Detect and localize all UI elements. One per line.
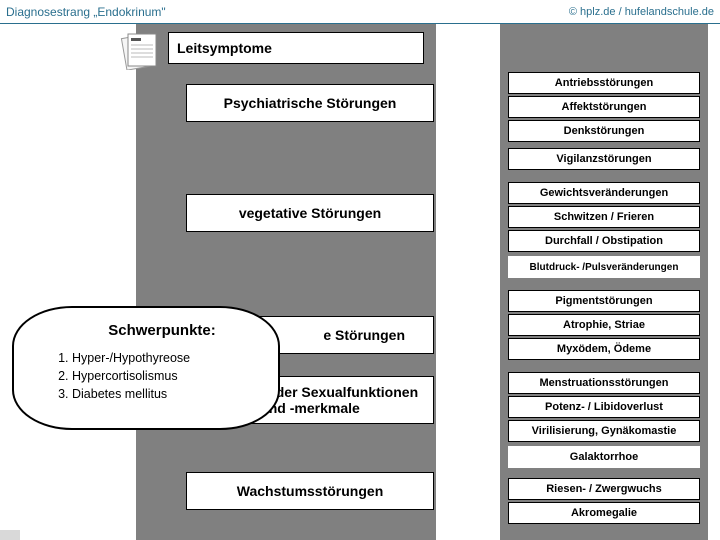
schwerpunkte-title: Schwerpunkte: [66,322,258,339]
symptom-box: Gewichtsveränderungen [508,182,700,204]
symptom-label: Pigmentstörungen [555,295,652,307]
symptom-label: Galaktorrhoe [570,451,638,463]
symptom-label: Menstruationsstörungen [540,377,669,389]
symptom-label: Gewichtsveränderungen [540,187,668,199]
schwerpunkte-item: Diabetes mellitus [72,385,258,403]
header-title: Diagnosestrang „Endokrinum" [6,5,166,19]
schwerpunkte-item: Hyper-/Hypothyreose [72,349,258,367]
document-icon [118,32,164,70]
symptom-label: Durchfall / Obstipation [545,235,663,247]
symptom-box: Denkstörungen [508,120,700,142]
main-category-label: vegetative Störungen [239,205,381,221]
symptom-box: Riesen- / Zwergwuchs [508,478,700,500]
symptom-box: Blutdruck- /Pulsveränderungen [508,256,700,278]
symptom-label: Potenz- / Libidoverlust [545,401,663,413]
symptom-box: Potenz- / Libidoverlust [508,396,700,418]
symptom-label: Akromegalie [571,507,637,519]
symptom-label: Schwitzen / Frieren [554,211,654,223]
symptom-label: Vigilanzstörungen [556,153,651,165]
main-category-label: e Störungen [323,327,405,343]
main-category-box: vegetative Störungen [186,194,434,232]
symptom-label: Myxödem, Ödeme [557,343,651,355]
symptom-box: Menstruationsstörungen [508,372,700,394]
stage: Leitsymptome Psychiatrische Störungen veg… [0,24,720,540]
symptom-box: Durchfall / Obstipation [508,230,700,252]
symptom-box: Vigilanzstörungen [508,148,700,170]
symptom-label: Affektstörungen [562,101,647,113]
symptom-label: Atrophie, Striae [563,319,645,331]
symptom-label: Antriebsstörungen [555,77,653,89]
main-category-label: Wachstumsstörungen [237,483,384,499]
schwerpunkte-list: Hyper-/Hypothyreose Hypercortisolismus D… [72,349,258,403]
header-bar: Diagnosestrang „Endokrinum" © hplz.de / … [0,0,720,24]
symptom-label: Riesen- / Zwergwuchs [546,483,662,495]
main-category-box: Psychiatrische Störungen [186,84,434,122]
symptom-box: Myxödem, Ödeme [508,338,700,360]
symptom-box: Virilisierung, Gynäkomastie [508,420,700,442]
symptom-box: Akromegalie [508,502,700,524]
symptom-box: Galaktorrhoe [508,446,700,468]
main-category-box: Wachstumsstörungen [186,472,434,510]
leitsymptome-box: Leitsymptome [168,32,424,64]
schwerpunkte-box: Schwerpunkte: Hyper-/Hypothyreose Hyperc… [12,306,280,430]
symptom-box: Pigmentstörungen [508,290,700,312]
symptom-label: Denkstörungen [564,125,645,137]
symptom-label: Virilisierung, Gynäkomastie [532,425,677,437]
schwerpunkte-item: Hypercortisolismus [72,367,258,385]
symptom-box: Antriebsstörungen [508,72,700,94]
symptom-box: Schwitzen / Frieren [508,206,700,228]
header-copyright: © hplz.de / hufelandschule.de [569,6,714,18]
footer-tab [0,530,20,540]
symptom-box: Atrophie, Striae [508,314,700,336]
symptom-label: Blutdruck- /Pulsveränderungen [530,262,679,273]
leitsymptome-label: Leitsymptome [177,40,272,56]
main-category-label: Psychiatrische Störungen [224,95,397,111]
symptom-box: Affektstörungen [508,96,700,118]
